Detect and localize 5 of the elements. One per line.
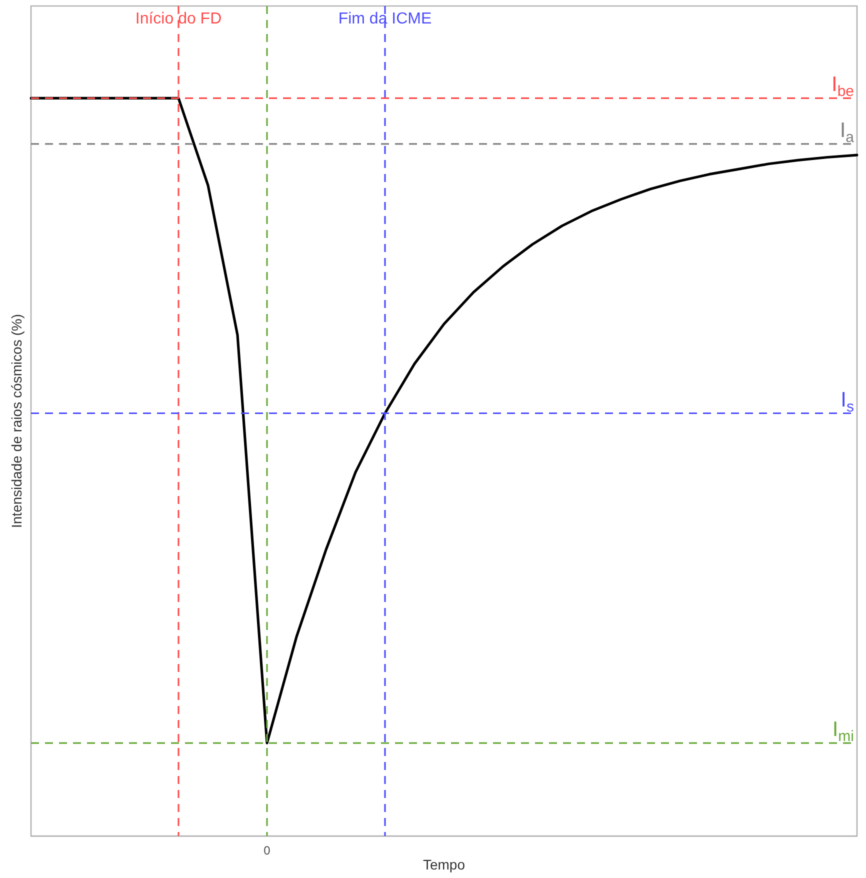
y-axis-title: Intensidade de raios cósmicos (%) (8, 314, 24, 528)
text: Fim da ICME (338, 10, 432, 28)
x-axis-title: Tempo (422, 856, 466, 872)
text: Início do FD (135, 10, 222, 28)
text: 0 (264, 843, 271, 858)
